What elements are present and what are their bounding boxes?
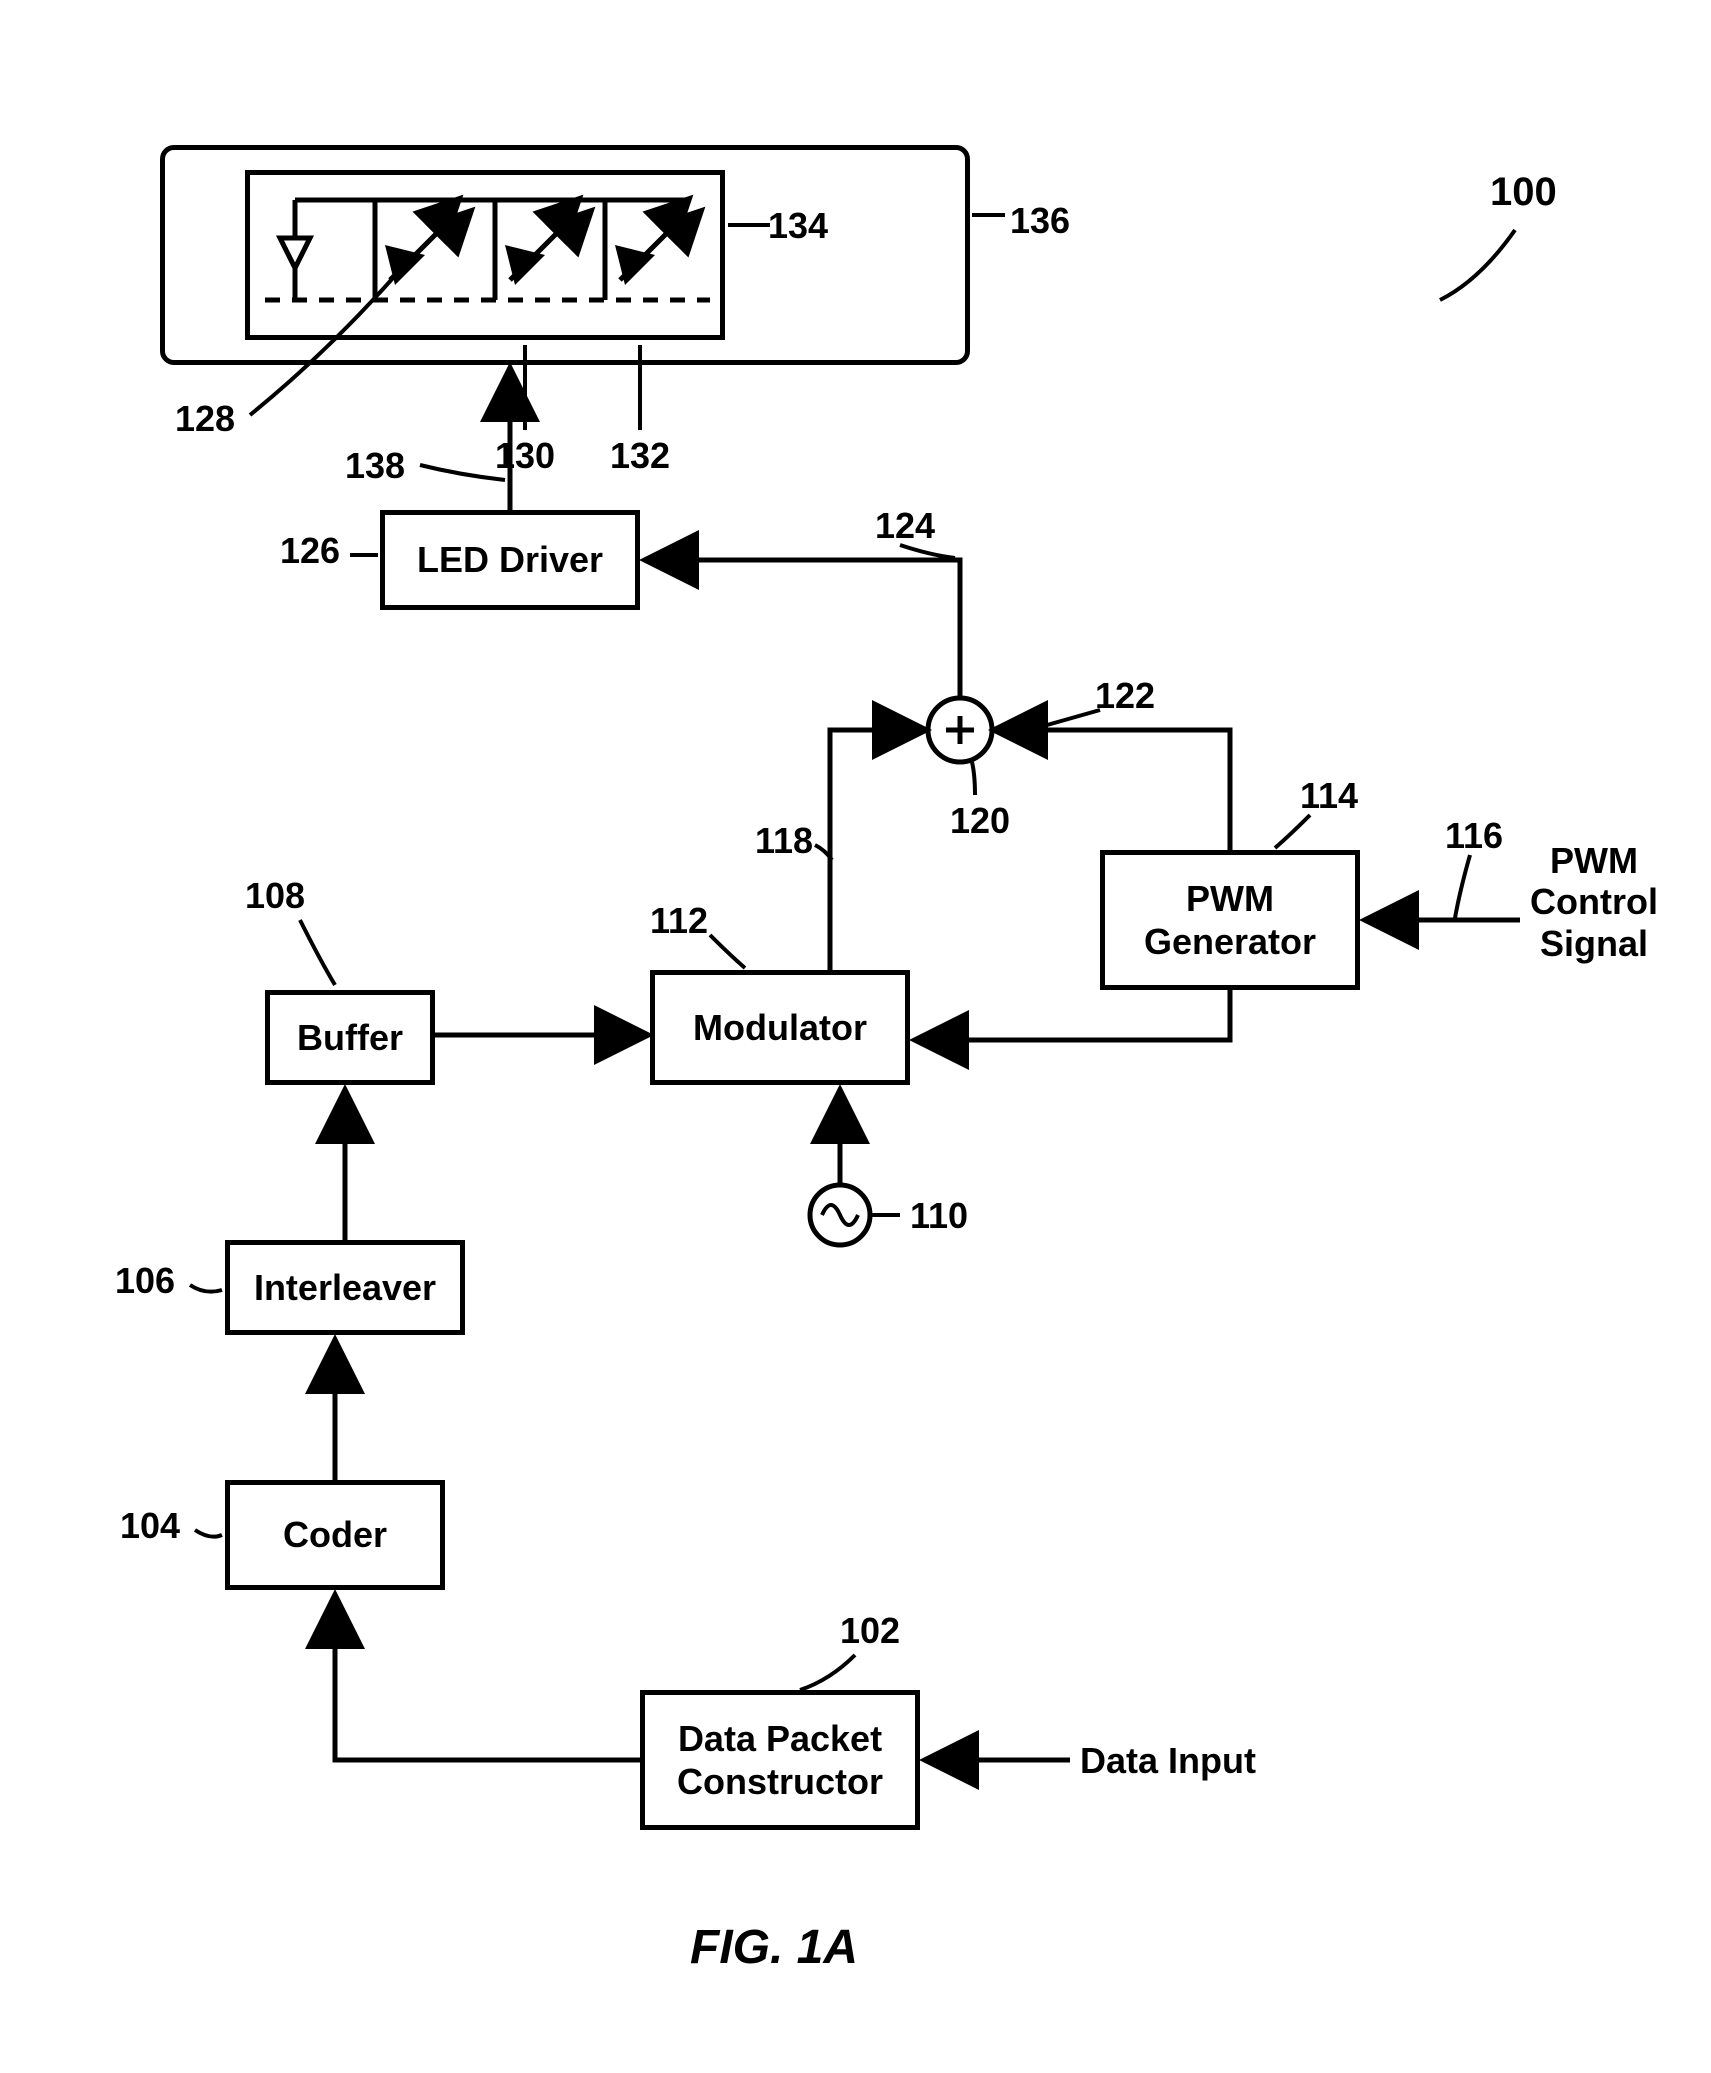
ref-104: 104 xyxy=(120,1505,180,1547)
interleaver-block: Interleaver xyxy=(225,1240,465,1335)
ref-110: 110 xyxy=(910,1195,968,1237)
modulator-block: Modulator xyxy=(650,970,910,1085)
pwm-generator-block: PWM Generator xyxy=(1100,850,1360,990)
ref-128: 128 xyxy=(175,398,235,440)
ref-126: 126 xyxy=(280,530,340,572)
ref-106: 106 xyxy=(115,1260,175,1302)
ref-136: 136 xyxy=(1010,200,1070,242)
ref-100: 100 xyxy=(1490,170,1557,215)
ref-112: 112 xyxy=(650,900,708,942)
data-packet-constructor-block: Data Packet Constructor xyxy=(640,1690,920,1830)
led-driver-block: LED Driver xyxy=(380,510,640,610)
buffer-block: Buffer xyxy=(265,990,435,1085)
ref-114: 114 xyxy=(1300,775,1358,817)
ref-138: 138 xyxy=(345,445,405,487)
ref-122: 122 xyxy=(1095,675,1155,717)
modulator-label: Modulator xyxy=(693,1007,867,1049)
pwm-control-label: PWM Control Signal xyxy=(1530,840,1658,964)
figure-label: FIG. 1A xyxy=(690,1920,858,1975)
coder-block: Coder xyxy=(225,1480,445,1590)
ref-130: 130 xyxy=(495,435,555,477)
dpc-label: Data Packet Constructor xyxy=(677,1717,883,1803)
diagram-canvas: LED Driver Buffer Modulator PWM Generato… xyxy=(0,0,1711,2073)
ref-102: 102 xyxy=(840,1610,900,1652)
buffer-label: Buffer xyxy=(297,1017,403,1059)
ref-116: 116 xyxy=(1445,815,1503,857)
led-driver-label: LED Driver xyxy=(417,539,603,581)
ref-118: 118 xyxy=(755,820,813,862)
ref-134: 134 xyxy=(768,205,828,247)
ref-108: 108 xyxy=(245,875,305,917)
ref-120: 120 xyxy=(950,800,1010,842)
pwm-generator-label: PWM Generator xyxy=(1144,877,1316,963)
coder-label: Coder xyxy=(283,1514,387,1556)
ref-124: 124 xyxy=(875,505,935,547)
luminaire-inner-134 xyxy=(245,170,725,340)
data-input-label: Data Input xyxy=(1080,1740,1256,1782)
ref-132: 132 xyxy=(610,435,670,477)
interleaver-label: Interleaver xyxy=(254,1267,436,1309)
